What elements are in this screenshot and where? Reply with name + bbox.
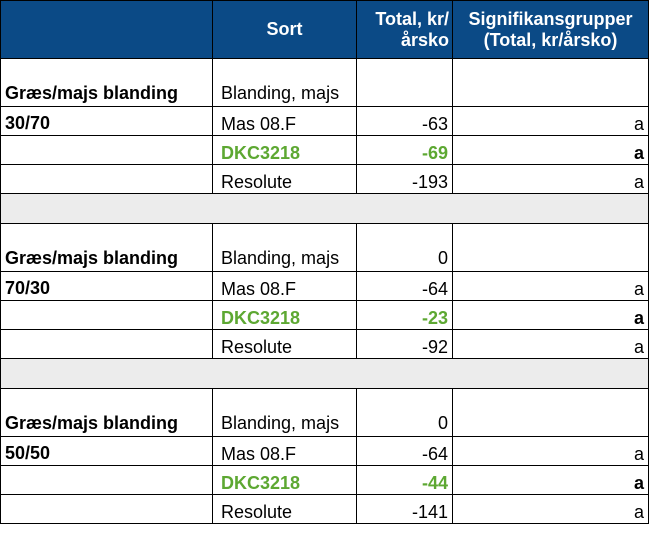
separator-cell <box>0 193 649 224</box>
sort-cell: Mas 08.F <box>212 436 357 466</box>
separator-row <box>0 193 649 224</box>
group-label: Græs/majs blanding <box>0 58 213 107</box>
sig-cell: a <box>452 329 649 359</box>
header-row: Sort Total, kr/årsko Signifikansgrupper … <box>0 0 649 59</box>
group-label: Græs/majs blanding <box>0 388 213 437</box>
total-cell <box>356 58 453 107</box>
sig-cell <box>452 223 649 272</box>
sort-cell: Mas 08.F <box>212 106 357 136</box>
table-row: DKC3218 -69 a <box>0 135 649 165</box>
sort-cell: Blanding, majs <box>212 388 357 437</box>
empty-cell <box>0 329 213 359</box>
total-cell-highlight: -23 <box>356 300 453 330</box>
sig-cell <box>452 58 649 107</box>
total-cell-highlight: -69 <box>356 135 453 165</box>
sort-cell: Mas 08.F <box>212 271 357 301</box>
sig-cell: a <box>452 436 649 466</box>
total-cell: -64 <box>356 436 453 466</box>
empty-cell <box>0 300 213 330</box>
table-row: DKC3218 -23 a <box>0 300 649 330</box>
group-ratio: 70/30 <box>0 271 213 301</box>
table-row: 50/50 Mas 08.F -64 a <box>0 436 649 466</box>
sig-cell-highlight: a <box>452 135 649 165</box>
empty-cell <box>0 465 213 495</box>
sort-cell: Blanding, majs <box>212 223 357 272</box>
table-row: Resolute -193 a <box>0 164 649 194</box>
sig-cell-highlight: a <box>452 465 649 495</box>
separator-row <box>0 358 649 389</box>
table-row: Græs/majs blanding Blanding, majs 0 <box>0 388 649 437</box>
header-group <box>0 0 213 59</box>
sig-cell: a <box>452 494 649 524</box>
sort-cell: Resolute <box>212 164 357 194</box>
total-cell: 0 <box>356 223 453 272</box>
sort-cell-highlight: DKC3218 <box>212 465 357 495</box>
sig-cell: a <box>452 271 649 301</box>
table-row: Resolute -92 a <box>0 329 649 359</box>
group-ratio: 30/70 <box>0 106 213 136</box>
header-significance: Signifikansgrupper (Total, kr/årsko) <box>452 0 649 59</box>
sort-cell: Blanding, majs <box>212 58 357 107</box>
empty-cell <box>0 135 213 165</box>
header-sort: Sort <box>212 0 357 59</box>
total-cell: -141 <box>356 494 453 524</box>
table-row: 30/70 Mas 08.F -63 a <box>0 106 649 136</box>
header-total: Total, kr/årsko <box>356 0 453 59</box>
total-cell: -64 <box>356 271 453 301</box>
total-cell: -92 <box>356 329 453 359</box>
table-row: Græs/majs blanding Blanding, majs <box>0 58 649 107</box>
separator-cell <box>0 358 649 389</box>
sort-cell: Resolute <box>212 494 357 524</box>
total-cell: -63 <box>356 106 453 136</box>
sig-cell: a <box>452 106 649 136</box>
empty-cell <box>0 494 213 524</box>
sig-cell <box>452 388 649 437</box>
sort-cell: Resolute <box>212 329 357 359</box>
sig-cell: a <box>452 164 649 194</box>
table-row: 70/30 Mas 08.F -64 a <box>0 271 649 301</box>
sort-cell-highlight: DKC3218 <box>212 300 357 330</box>
table-row: Resolute -141 a <box>0 494 649 524</box>
total-cell: -193 <box>356 164 453 194</box>
sort-cell-highlight: DKC3218 <box>212 135 357 165</box>
table-row: Græs/majs blanding Blanding, majs 0 <box>0 223 649 272</box>
group-ratio: 50/50 <box>0 436 213 466</box>
total-cell: 0 <box>356 388 453 437</box>
total-cell-highlight: -44 <box>356 465 453 495</box>
sig-cell-highlight: a <box>452 300 649 330</box>
empty-cell <box>0 164 213 194</box>
table-row: DKC3218 -44 a <box>0 465 649 495</box>
group-label: Græs/majs blanding <box>0 223 213 272</box>
